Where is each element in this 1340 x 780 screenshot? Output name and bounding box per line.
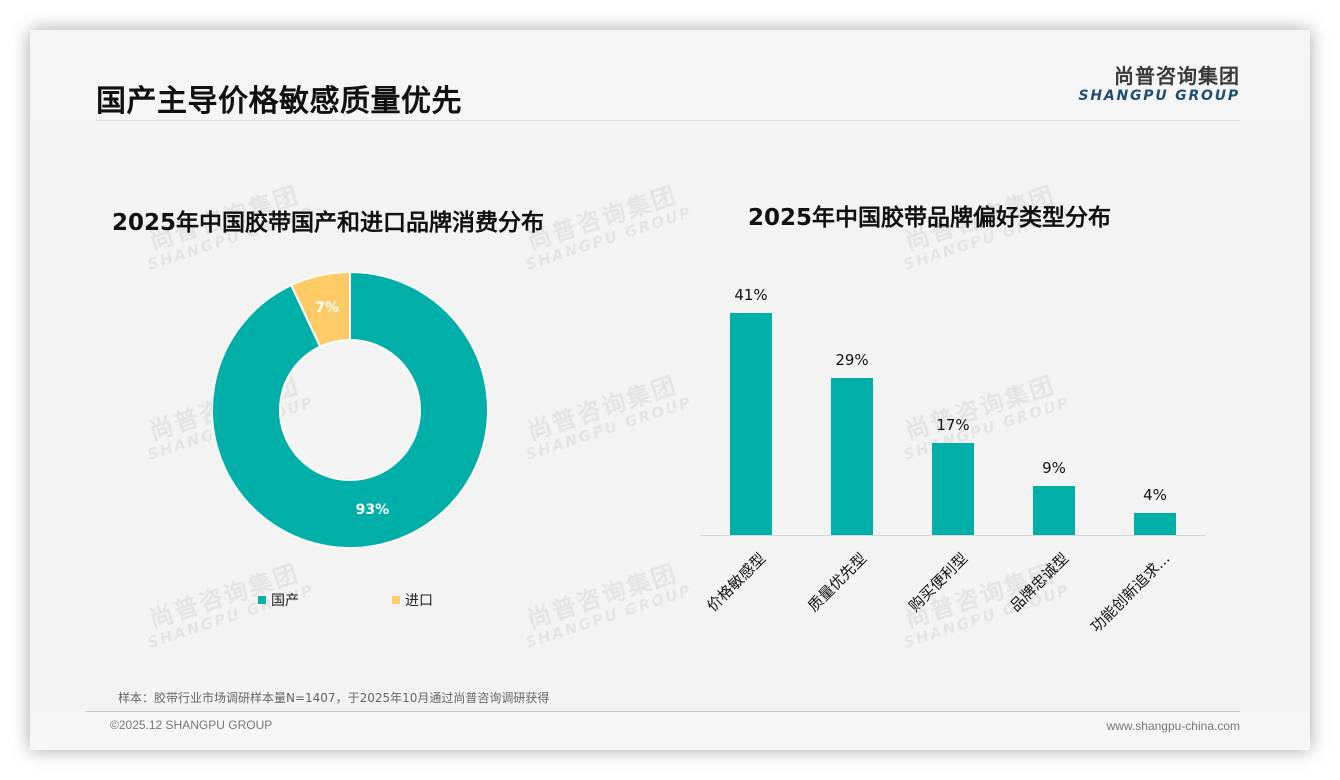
donut-slice-label: 93%: [355, 502, 390, 519]
footer-band: [30, 712, 1310, 750]
header-band: [30, 30, 1310, 120]
x-axis-label: 购买便利型: [905, 549, 972, 616]
footer-divider: [86, 711, 1240, 712]
bar-value-label: 17%: [936, 415, 970, 434]
bar-chart-title: 2025年中国胶带品牌偏好类型分布: [748, 205, 1112, 231]
website-link[interactable]: www.shangpu-china.com: [1106, 719, 1240, 733]
bar-1: [831, 377, 873, 535]
donut-svg: [211, 270, 489, 549]
bar-value-label: 9%: [1042, 459, 1066, 478]
legend-item-import: 进口: [392, 590, 433, 610]
donut-chart: 93% 7%: [211, 270, 489, 549]
bar-value-label: 4%: [1143, 486, 1167, 505]
bar-2: [932, 442, 974, 535]
logo-cn-text: 尚普咨询集团: [1114, 64, 1240, 88]
donut-chart-title: 2025年中国胶带国产和进口品牌消费分布: [112, 210, 545, 236]
x-axis-label: 质量优先型: [804, 549, 871, 616]
x-axis-label: 功能创新追求...: [1086, 549, 1174, 636]
x-axis-label: 价格敏感型: [703, 549, 770, 616]
bar-0: [730, 312, 772, 535]
donut-slice-0: [211, 270, 489, 549]
legend-swatch-teal: [258, 596, 266, 604]
x-axis-line: [700, 535, 1206, 536]
legend-label: 进口: [405, 593, 433, 609]
bar-value-label: 29%: [835, 350, 869, 369]
bar-4: [1134, 513, 1176, 535]
page-title: 国产主导价格敏感质量优先: [96, 84, 462, 119]
bar-3: [1033, 486, 1075, 535]
legend-swatch-yellow: [392, 596, 400, 604]
bar-chart: 41% 价格敏感型 29% 质量优先型 17% 购买便利型 9% 品牌忠诚型 4% 功能创新追求.…: [700, 270, 1206, 636]
donut-slice-label: 7%: [315, 299, 340, 316]
legend-item-domestic: 国产: [258, 590, 299, 610]
legend-label: 国产: [271, 593, 299, 609]
slide: 国产主导价格敏感质量优先 尚普咨询集团 SHANGPU GROUP 尚普咨询集团…: [30, 30, 1310, 750]
logo-en-text: SHANGPU GROUP: [1078, 88, 1240, 104]
copyright-text: ©2025.12 SHANGPU GROUP: [110, 718, 273, 732]
x-axis-label: 品牌忠诚型: [1006, 549, 1073, 616]
bar-value-label: 41%: [734, 285, 768, 304]
sample-note: 样本：胶带行业市场调研样本量N=1407，于2025年10月通过尚普咨询调研获得: [118, 691, 550, 705]
title-divider: [96, 120, 1240, 121]
donut-slice-1: [289, 270, 351, 348]
company-logo: 尚普咨询集团 SHANGPU GROUP: [1078, 64, 1240, 104]
